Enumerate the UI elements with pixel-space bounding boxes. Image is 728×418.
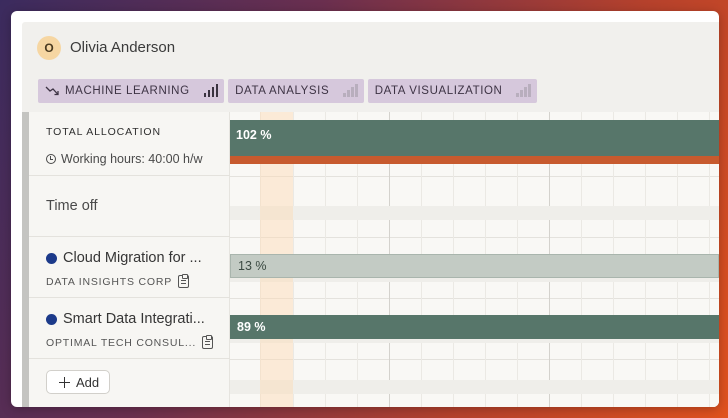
total-allocation-label: TOTAL ALLOCATION — [46, 126, 161, 138]
left-edge-bar — [22, 112, 29, 407]
plus-icon — [59, 376, 70, 388]
user-name[interactable]: Olivia Anderson — [70, 39, 176, 56]
row-divider — [230, 176, 719, 177]
timeline-grid[interactable]: 102 % 13 % 89 % — [230, 112, 719, 407]
project-allocation-bar[interactable]: 13 % — [230, 254, 719, 278]
skill-tag-data-analysis[interactable]: DATA ANALYSIS — [228, 79, 364, 103]
skill-label: DATA ANALYSIS — [235, 85, 330, 97]
project-client: DATA INSIGHTS CORP — [46, 273, 226, 288]
allocation-body: TOTAL ALLOCATION Working hours: 40:00 h/… — [22, 112, 719, 407]
skill-tags: MACHINE LEARNING DATA ANALYSIS DATA VISU… — [38, 79, 537, 103]
total-allocation-percent: 102 % — [236, 128, 272, 142]
overallocation-indicator — [230, 156, 719, 164]
working-hours-text: Working hours: 40:00 h/w — [61, 152, 203, 166]
add-button-label: Add — [76, 374, 100, 390]
clipboard-icon[interactable] — [178, 273, 190, 288]
project-color-dot — [46, 252, 57, 264]
row-labels: TOTAL ALLOCATION Working hours: 40:00 h/… — [29, 112, 230, 407]
skill-level-icon — [516, 84, 531, 97]
trending-down-icon — [45, 86, 59, 96]
row-stripe — [230, 380, 719, 394]
project-row[interactable]: Smart Data Integrati... OPTIMAL TECH CON… — [29, 298, 230, 359]
clock-icon — [46, 154, 56, 164]
clipboard-icon[interactable] — [202, 334, 214, 349]
add-button[interactable]: Add — [46, 370, 111, 394]
project-row[interactable]: Cloud Migration for ... DATA INSIGHTS CO… — [29, 237, 230, 298]
resource-card: O Olivia Anderson MACHINE LEARNING DATA … — [11, 11, 719, 407]
skill-label: DATA VISUALIZATION — [374, 85, 503, 97]
time-off-stripe — [230, 206, 719, 220]
project-allocation-percent: 89 % — [237, 320, 266, 334]
project-allocation-bar[interactable]: 89 % — [230, 315, 719, 339]
project-name[interactable]: Cloud Migration for ... — [63, 250, 202, 266]
project-color-dot — [46, 313, 57, 325]
add-row: Add — [29, 359, 230, 407]
skill-tag-data-visualization[interactable]: DATA VISUALIZATION — [367, 79, 537, 103]
time-off-row[interactable]: Time off — [29, 176, 230, 237]
client-name: OPTIMAL TECH CONSUL... — [46, 336, 197, 349]
user-header: O Olivia Anderson MACHINE LEARNING DATA … — [22, 22, 719, 112]
skill-label: MACHINE LEARNING — [65, 85, 190, 97]
total-allocation-bar[interactable]: 102 % — [230, 120, 719, 156]
avatar[interactable]: O — [37, 36, 61, 60]
project-title: Smart Data Integrati... — [46, 311, 224, 327]
project-name[interactable]: Smart Data Integrati... — [63, 311, 205, 327]
project-title: Cloud Migration for ... — [46, 250, 224, 266]
time-off-label: Time off — [46, 198, 98, 214]
row-divider — [230, 359, 719, 360]
client-name: DATA INSIGHTS CORP — [46, 275, 173, 288]
working-hours: Working hours: 40:00 h/w — [46, 152, 203, 166]
skill-tag-machine-learning[interactable]: MACHINE LEARNING — [38, 79, 225, 103]
project-allocation-percent: 13 % — [238, 259, 267, 273]
row-divider — [230, 298, 719, 299]
project-client: OPTIMAL TECH CONSUL... — [46, 334, 226, 349]
resource-panel: O Olivia Anderson MACHINE LEARNING DATA … — [22, 22, 719, 407]
skill-level-icon — [343, 84, 358, 97]
skill-level-icon — [203, 84, 219, 97]
total-allocation-row: TOTAL ALLOCATION Working hours: 40:00 h/… — [29, 112, 230, 176]
row-divider — [230, 237, 719, 238]
